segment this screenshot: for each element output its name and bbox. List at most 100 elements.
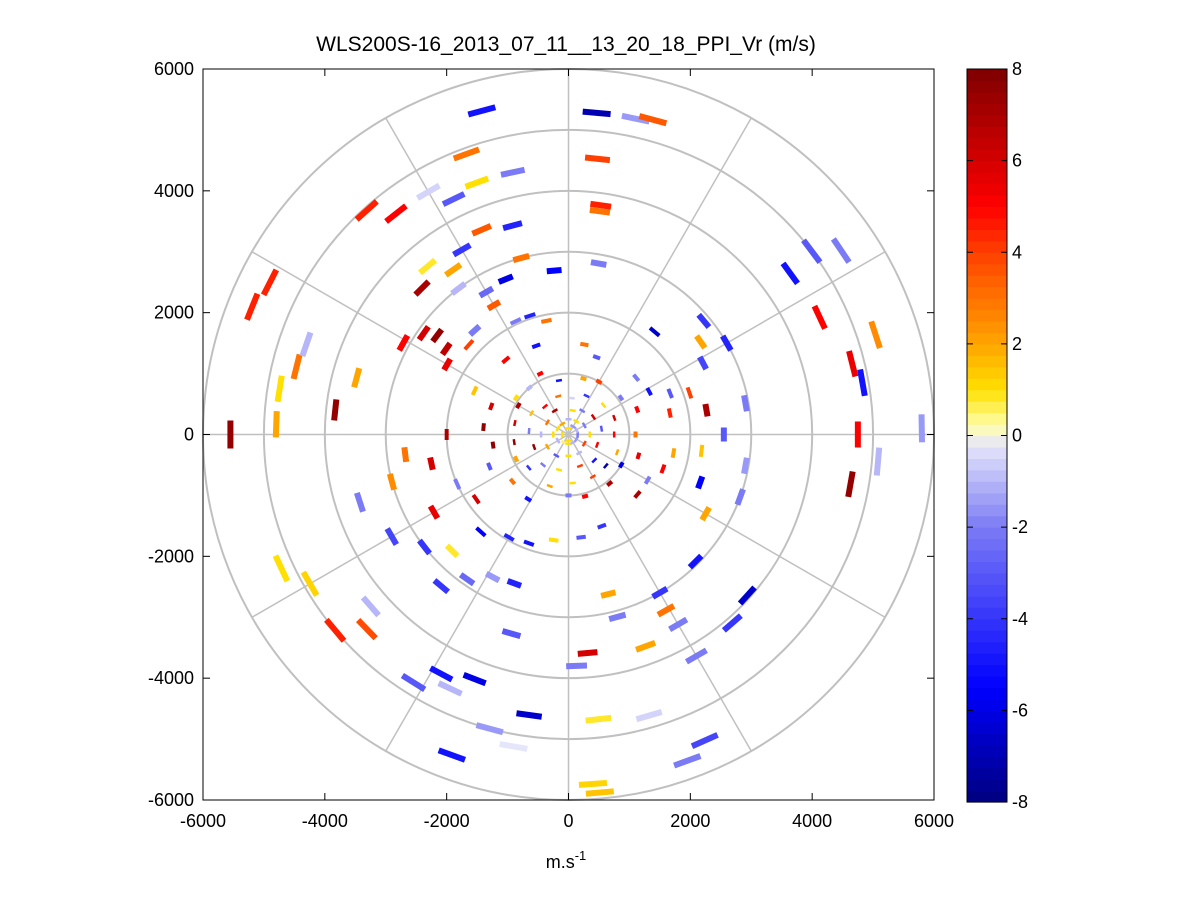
azimuth-spoke [385,117,570,435]
velocity-mark [590,413,597,421]
colorbar-band [967,572,1007,585]
x-tick-label: 2000 [670,811,710,831]
colorbar-band [967,183,1007,196]
velocity-mark [651,586,669,600]
velocity-mark [666,388,674,399]
velocity-mark [634,405,641,414]
velocity-mark [441,191,466,207]
colorbar-band [967,343,1007,356]
velocity-mark [702,403,711,417]
velocity-mark [559,421,566,427]
velocity-mark [555,425,561,432]
velocity-mark [544,443,550,450]
colorbar-band [967,721,1007,734]
colorbar-band [967,698,1007,711]
colorbar-band [967,149,1007,162]
colorbar-band [967,137,1007,150]
velocity-mark [513,419,517,427]
y-tick-label: -2000 [148,546,194,566]
velocity-mark [577,649,598,657]
velocity-mark [572,418,580,424]
velocity-mark [846,350,859,378]
colorbar-band [967,492,1007,505]
velocity-mark [501,628,522,640]
y-tick-label: 2000 [154,303,194,323]
velocity-mark [600,402,607,409]
velocity-mark [274,375,285,403]
colorbar-band [967,332,1007,345]
velocity-mark [444,543,460,559]
velocity-mark [690,732,719,750]
velocity-mark [499,741,528,752]
velocity-mark [452,242,472,258]
velocity-mark [360,595,381,618]
velocity-mark [386,473,398,491]
velocity-mark [539,461,547,468]
colorbar-tick-label: -2 [1012,517,1028,537]
x-axis: -6000 -4000 -2000 0 2000 4000 6000 [180,69,954,831]
colorbar-band [967,366,1007,379]
velocity-mark [551,408,559,414]
velocity-mark [471,223,493,237]
velocity-mark [400,672,427,692]
velocity-mark [437,680,463,697]
velocity-mark [845,471,856,498]
colorbar-band [967,515,1007,528]
colorbar-tick-label: -6 [1012,700,1028,720]
velocity-mark [441,357,453,372]
azimuth-spoke [251,251,569,436]
velocity-mark [462,672,487,687]
velocity-mark [811,304,828,330]
x-tick-label: -6000 [180,811,226,831]
velocity-mark [528,409,535,417]
velocity-mark [594,441,600,449]
velocity-mark [687,553,704,570]
velocity-mark [429,665,454,683]
velocity-mark [244,292,261,321]
colorbar: 8 6 4 2 0 -2 -4 -6 -8 [966,59,1028,812]
velocity-mark [555,394,562,399]
velocity-mark [486,299,502,312]
colorbar-band [967,355,1007,368]
colorbar-band [967,240,1007,253]
velocity-mark [673,753,702,769]
colorbar-band [967,389,1007,402]
velocity-mark [696,312,712,329]
velocity-mark [581,493,589,499]
colorbar-band [967,80,1007,93]
velocity-mark [467,104,497,118]
velocity-mark [546,483,553,489]
colorbar-band [967,320,1007,334]
velocity-mark [608,611,627,623]
velocity-mark [416,324,431,342]
chart-title: WLS200S-16_2013_07_11__13_20_18_PPI_Vr (… [316,33,816,56]
velocity-mark [648,326,661,338]
colorbar-band [967,252,1007,265]
velocity-mark [666,407,673,418]
velocity-mark [592,354,601,361]
colorbar-band [967,790,1007,803]
velocity-mark [464,175,490,190]
velocity-mark [600,589,617,599]
velocity-mark [868,320,883,349]
velocity-mark [585,788,615,797]
colorbar-band [967,767,1007,780]
velocity-mark [501,355,511,365]
colorbar-band [967,641,1007,654]
colorbar-band [967,194,1007,208]
data-marks [227,104,926,797]
x-axis-label: m.s-1 [546,848,587,872]
velocity-mark [599,425,604,432]
colorbar-band [967,607,1007,620]
velocity-mark [589,206,611,216]
velocity-mark [575,450,583,456]
colorbar-tick-label: 0 [1012,426,1022,446]
velocity-mark [540,317,552,324]
colorbar-band [967,309,1007,322]
velocity-mark [300,570,320,597]
x-axis-label-superscript: -1 [575,848,587,863]
velocity-mark [544,419,550,426]
velocity-mark [468,323,482,337]
x-axis-label-base: m.s [546,852,575,872]
